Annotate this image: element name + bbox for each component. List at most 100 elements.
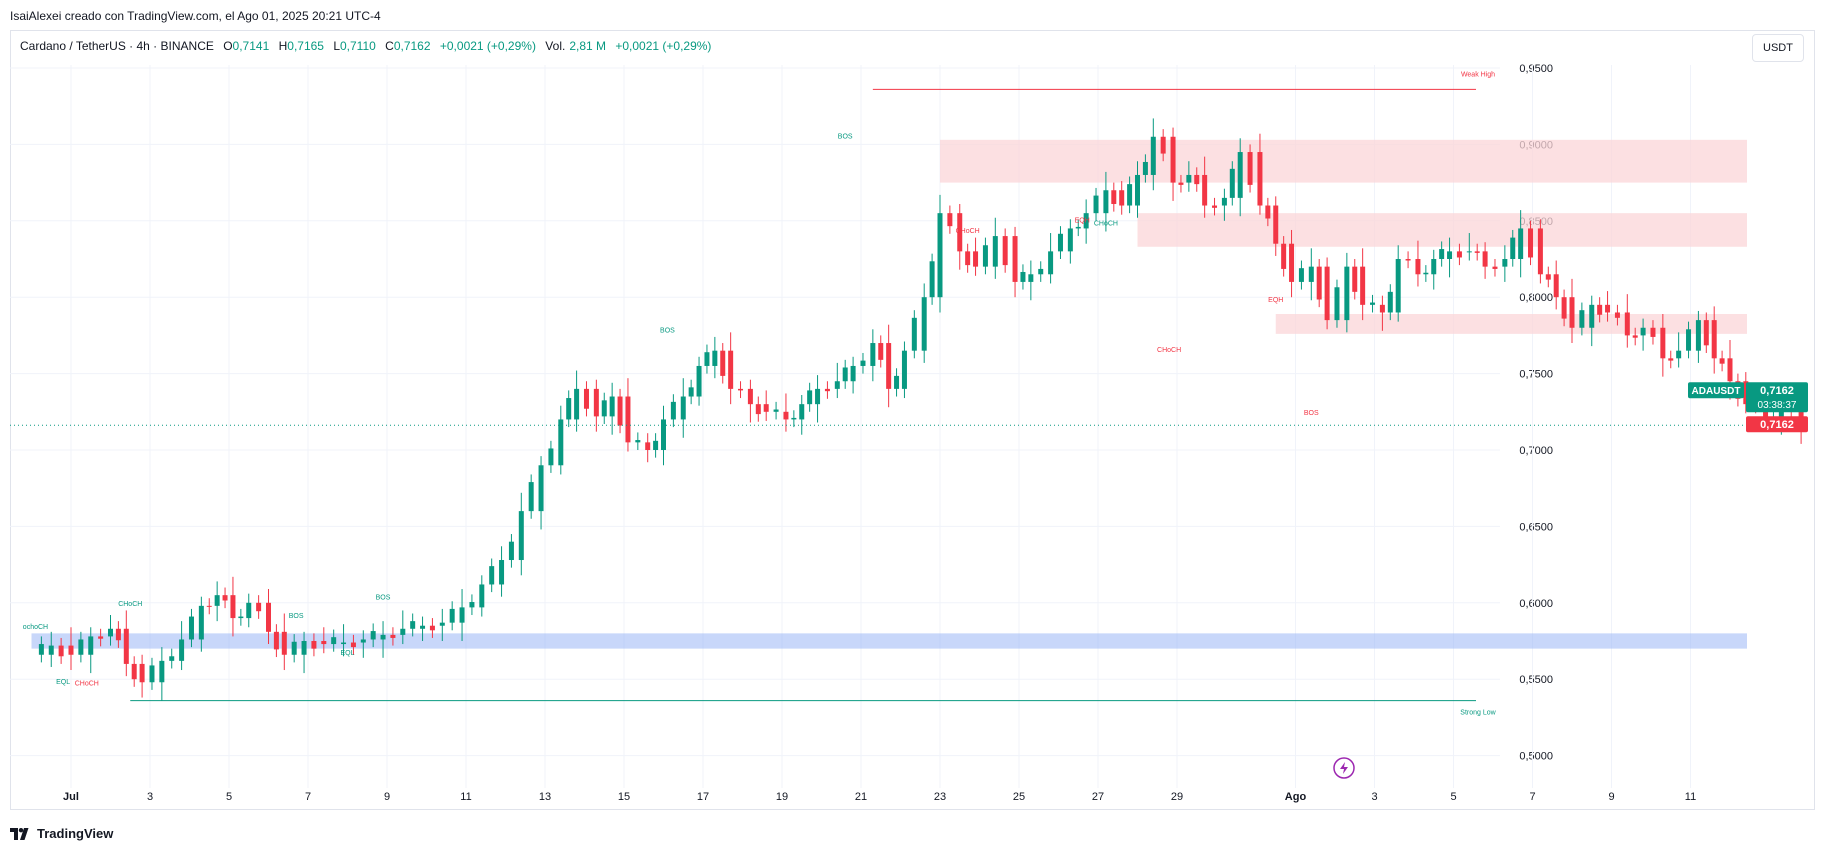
candle-body[interactable] [617, 396, 623, 426]
candle-body[interactable] [1360, 266, 1366, 305]
candle-body[interactable] [1324, 266, 1330, 321]
candle-body[interactable] [518, 511, 524, 561]
candle-body[interactable] [1247, 152, 1253, 185]
candle-body[interactable] [661, 419, 666, 450]
candle-body[interactable] [88, 636, 94, 655]
candle-body[interactable] [198, 605, 204, 640]
candle-body[interactable] [1057, 233, 1063, 252]
candle-body[interactable] [1466, 251, 1472, 253]
candle-body[interactable] [1002, 236, 1008, 266]
candle-body[interactable] [528, 482, 534, 512]
candle-body[interactable] [1778, 407, 1784, 420]
candle-body[interactable] [246, 602, 252, 619]
candle-body[interactable] [670, 401, 676, 420]
candle-body[interactable] [886, 343, 892, 389]
candle-body[interactable] [1719, 358, 1725, 364]
candle-body[interactable] [123, 628, 129, 664]
candle-body[interactable] [469, 602, 475, 608]
candle-body[interactable] [459, 607, 465, 623]
candle-body[interactable] [214, 595, 220, 606]
candle-body[interactable] [1676, 350, 1682, 359]
candle-body[interactable] [982, 245, 988, 267]
candle-body[interactable] [1727, 358, 1733, 382]
candle-body[interactable] [1194, 174, 1200, 185]
candle-body[interactable] [1711, 320, 1717, 359]
candle-body[interactable] [842, 367, 848, 382]
candle-body[interactable] [311, 641, 317, 649]
candle-body[interactable] [341, 642, 347, 645]
candle-body[interactable] [783, 411, 789, 420]
candle-body[interactable] [159, 660, 165, 683]
candle-body[interactable] [921, 297, 927, 351]
candle-body[interactable] [1265, 205, 1271, 219]
candle-body[interactable] [131, 663, 137, 680]
candle-body[interactable] [58, 645, 64, 657]
candle-body[interactable] [937, 213, 943, 298]
candle-body[interactable] [1273, 205, 1279, 244]
candle-body[interactable] [1178, 182, 1184, 185]
candle-body[interactable] [1447, 251, 1453, 259]
candle-body[interactable] [834, 381, 840, 389]
candle-body[interactable] [1038, 268, 1044, 275]
candle-body[interactable] [653, 440, 659, 450]
chart-frame[interactable] [10, 30, 1815, 810]
candle-body[interactable] [1553, 274, 1559, 298]
candle-body[interactable] [350, 642, 356, 648]
candle-body[interactable] [824, 388, 830, 392]
candle-body[interactable] [108, 628, 113, 637]
tradingview-logo[interactable]: TradingView [10, 826, 113, 841]
candle-body[interactable] [1439, 249, 1445, 259]
candle-body[interactable] [1545, 274, 1551, 280]
candle-body[interactable] [1150, 136, 1156, 175]
candle-body[interactable] [1415, 259, 1421, 275]
candle-body[interactable] [696, 365, 702, 397]
candle-body[interactable] [499, 560, 505, 585]
candle-body[interactable] [169, 656, 175, 661]
candle-body[interactable] [1537, 228, 1543, 275]
candle-body[interactable] [929, 261, 935, 298]
candle-body[interactable] [256, 602, 262, 612]
candle-body[interactable] [1510, 237, 1516, 259]
candle-body[interactable] [755, 404, 761, 415]
candle-body[interactable] [390, 634, 396, 638]
candle-body[interactable] [548, 448, 554, 466]
candle-body[interactable] [1352, 266, 1358, 292]
candle-body[interactable] [609, 396, 615, 417]
candle-body[interactable] [815, 388, 821, 405]
candle-body[interactable] [206, 605, 212, 607]
candle-body[interactable] [728, 350, 734, 389]
candle-body[interactable] [773, 409, 779, 412]
candle-body[interactable] [98, 636, 104, 639]
candle-body[interactable] [645, 442, 651, 450]
candle-body[interactable] [566, 398, 572, 420]
candle-body[interactable] [420, 625, 426, 629]
candle-body[interactable] [331, 637, 337, 645]
candle-body[interactable] [799, 404, 805, 420]
candle-body[interactable] [791, 417, 797, 420]
candle-body[interactable] [1237, 152, 1243, 198]
candle-body[interactable] [1387, 291, 1393, 313]
candle-body[interactable] [1650, 327, 1656, 337]
candle-body[interactable] [1456, 251, 1462, 258]
candle-body[interactable] [38, 644, 44, 655]
candle-body[interactable] [601, 400, 607, 417]
candle-body[interactable] [410, 621, 416, 629]
candle-body[interactable] [238, 616, 244, 619]
candle-body[interactable] [1344, 266, 1350, 321]
candle-body[interactable] [1614, 312, 1620, 318]
candle-body[interactable] [1482, 251, 1488, 267]
candle-body[interactable] [973, 251, 979, 267]
candle-body[interactable] [1127, 184, 1133, 206]
candle-body[interactable] [894, 375, 900, 389]
candle-body[interactable] [878, 343, 884, 360]
candle-body[interactable] [911, 317, 917, 351]
candle-body[interactable] [1528, 228, 1534, 258]
candle-body[interactable] [273, 631, 279, 650]
candle-body[interactable] [139, 663, 145, 683]
candle-body[interactable] [1160, 136, 1166, 154]
candle-body[interactable] [1405, 259, 1411, 261]
candle-body[interactable] [321, 641, 327, 645]
candle-body[interactable] [1119, 190, 1125, 206]
candle-body[interactable] [1093, 195, 1099, 214]
